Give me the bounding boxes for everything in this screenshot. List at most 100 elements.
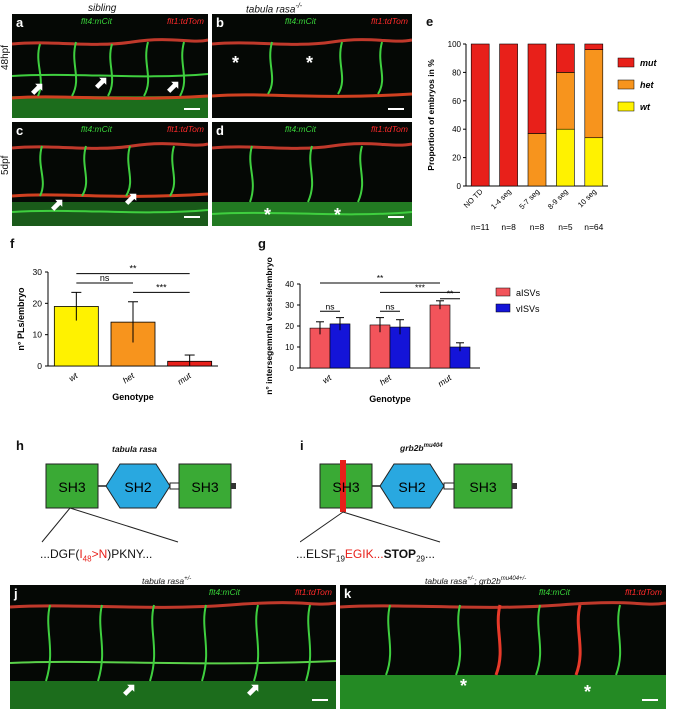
- e-x-tick-label: 1-4 seg: [489, 187, 513, 211]
- e-bar-mut: [584, 43, 604, 50]
- title-j-sup: +/-: [184, 576, 192, 583]
- e-legend-label-wt: wt: [640, 102, 651, 112]
- panel-letter-k: k: [344, 586, 352, 601]
- g-y-axis-title: n° intersegemntal vessels/embryo: [264, 257, 274, 395]
- i-seq-pre: ...ELSF: [296, 547, 337, 561]
- f-y-tick-label: 0: [37, 361, 42, 371]
- g-y-tick-label: 40: [285, 280, 294, 289]
- e-bar-het: [584, 49, 604, 139]
- i-domain-label-1: SH3: [332, 479, 359, 495]
- diagram-i-title-sup: mu404: [423, 443, 443, 450]
- scale-bar-k: [642, 699, 658, 701]
- g-significance-label: ns: [326, 301, 335, 311]
- label-flt1-k: flt1:tdTom: [624, 587, 662, 597]
- panel-letter-f: f: [10, 236, 15, 251]
- g-y-tick-label: 20: [285, 322, 294, 331]
- f-y-tick-label: 10: [33, 330, 43, 340]
- e-y-axis-title: Proportion of embryos in %: [426, 59, 436, 171]
- arrow-a3: ⬈: [166, 77, 181, 96]
- micrograph-panel-a: a flt4:mCit flt1:tdTom ⬈ ⬈ ⬈: [12, 14, 208, 118]
- column-title-sup: -/-: [295, 3, 303, 10]
- g-significance-label: **: [377, 273, 384, 283]
- f-significance-label: ***: [156, 282, 167, 292]
- f-significance-label: **: [129, 264, 137, 274]
- panel-letter-a: a: [16, 15, 24, 30]
- g-bar-vISVs-wt: [329, 323, 351, 369]
- panel-letter-b: b: [216, 15, 224, 30]
- label-flt1-b: flt1:tdTom: [370, 16, 408, 26]
- e-n-label: n=5: [558, 222, 573, 230]
- label-flt4-k: flt4:mCit: [538, 587, 570, 597]
- e-bar-wt: [584, 137, 604, 187]
- f-y-axis-title: n° PLs/embryo: [16, 287, 26, 351]
- f-bar-wt: [53, 306, 99, 367]
- scale-bar-c: [184, 216, 200, 218]
- micrograph-panel-k: k flt4:mCit flt1:tdTom * *: [340, 585, 666, 709]
- micrograph-panel-b: b flt4:mCit flt1:tdTom * *: [212, 14, 412, 118]
- title-k: tabula rasa+/-; grb2bmu404+/-: [425, 576, 526, 586]
- row-label-5dpf: 5dpf: [0, 155, 11, 175]
- panel-letter-e: e: [426, 14, 434, 29]
- label-flt4-b: flt4:mCit: [284, 16, 316, 26]
- asterisk-b1: *: [232, 53, 240, 73]
- label-flt1-d: flt1:tdTom: [370, 124, 408, 134]
- g-significance-label: ***: [415, 282, 426, 292]
- i-seq-num2: 29: [416, 554, 425, 564]
- f-y-tick-label: 30: [33, 267, 43, 277]
- panel-letter-h: h: [16, 438, 24, 453]
- vessel-drawing-a: [12, 38, 208, 118]
- diagram-h-sequence: ...DGF(I48>N)PKNY...: [40, 547, 152, 563]
- e-y-tick-label: 40: [452, 125, 461, 134]
- column-title-sibling: sibling: [88, 3, 117, 14]
- f-y-tick-label: 20: [33, 298, 43, 308]
- vessel-drawing-k: [340, 601, 666, 709]
- e-y-tick-label: 80: [452, 68, 461, 77]
- asterisk-k1: *: [460, 676, 468, 696]
- g-significance-label: **: [447, 289, 454, 299]
- asterisk-d2: *: [334, 205, 342, 225]
- f-x-axis-title: Genotype: [112, 392, 154, 402]
- e-x-tick-label: NO TD: [462, 187, 485, 210]
- h-seq-post: )PKNY...: [107, 547, 153, 561]
- title-k-a-sup: +/-: [467, 576, 475, 583]
- vessel-drawing-j: [10, 601, 336, 709]
- row-label-48hpf: 48hpf: [0, 44, 11, 70]
- label-flt4-d: flt4:mCit: [284, 124, 316, 134]
- column-title-tabula-rasa: tabula rasa-/-: [246, 3, 302, 15]
- panel-letter-c: c: [16, 123, 24, 138]
- g-legend-label-aISVs: aISVs: [516, 288, 541, 298]
- panel-letter-g: g: [258, 236, 266, 251]
- vessel-drawing-c: [12, 142, 208, 226]
- title-k-b-sup: mu404+/-: [500, 576, 527, 583]
- f-x-tick-label: wt: [67, 370, 80, 383]
- g-x-tick-label: mut: [436, 372, 454, 389]
- panel-letter-d: d: [216, 123, 224, 138]
- h-domain-label-2: SH2: [124, 479, 151, 495]
- e-bar-mut: [527, 43, 547, 134]
- h-seq-mut-num: 48: [82, 554, 92, 564]
- micrograph-panel-d: d flt4:mCit flt1:tdTom * *: [212, 122, 412, 226]
- g-y-tick-label: 10: [285, 343, 294, 352]
- chart-e-stacked-bar: 0 20 40 60 80 100 NO TD n=11 1-4 seg n=8 5-7 seg n=…: [426, 40, 658, 230]
- panel-letter-j: j: [14, 586, 18, 601]
- arrow-j2: ⬈: [246, 680, 261, 699]
- e-y-tick-label: 60: [452, 97, 461, 106]
- arrow-a1: ⬈: [30, 79, 45, 98]
- f-x-tick-label: het: [121, 370, 137, 385]
- e-bar-mut: [556, 43, 575, 73]
- label-flt1-j: flt1:tdTom: [294, 587, 332, 597]
- i-domain-label-2: SH2: [398, 479, 425, 495]
- diagram-h-title: tabula rasa: [112, 444, 157, 454]
- e-bar-wt: [556, 128, 575, 187]
- e-legend-swatch-wt: [617, 101, 635, 112]
- g-bar-aISVs-mut: [429, 304, 451, 369]
- e-bar-het: [556, 72, 575, 130]
- h-seq-pre: ...DGF(: [40, 547, 80, 561]
- g-x-axis-title: Genotype: [369, 394, 411, 404]
- e-legend-swatch-het: [617, 79, 635, 90]
- arrow-c2: ⬈: [124, 189, 139, 208]
- h-seq-mut-b: >N: [91, 547, 108, 561]
- g-legend-swatch-vISVs: [495, 303, 511, 313]
